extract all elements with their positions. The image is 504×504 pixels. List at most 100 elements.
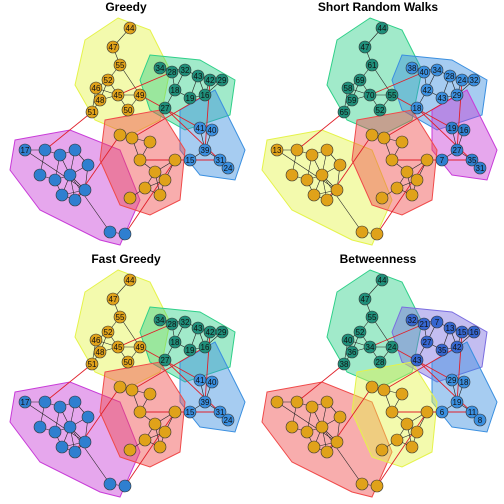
node-label: 48 <box>96 96 105 105</box>
node-label: 45 <box>114 343 123 352</box>
node-label: 55 <box>388 91 397 100</box>
node-label: 43 <box>194 324 203 333</box>
node <box>285 168 299 182</box>
node-label: 36 <box>348 348 357 357</box>
node <box>118 227 132 241</box>
node <box>270 395 284 409</box>
node <box>435 91 449 105</box>
edge <box>24 149 86 191</box>
node <box>420 405 434 419</box>
node <box>390 433 404 447</box>
node <box>377 131 391 145</box>
node-label: 34 <box>366 343 375 352</box>
node <box>148 165 162 179</box>
node <box>68 193 82 207</box>
node <box>106 292 120 306</box>
node <box>420 83 434 97</box>
node <box>365 380 379 394</box>
node <box>205 123 219 137</box>
node-label: 16 <box>460 126 469 135</box>
node <box>405 61 419 75</box>
edge <box>44 363 93 403</box>
node-label: 52 <box>376 106 385 115</box>
node <box>365 128 379 142</box>
node-label: 47 <box>361 295 370 304</box>
node <box>450 143 464 157</box>
node-label: 58 <box>344 84 353 93</box>
node <box>183 91 197 105</box>
node <box>38 395 52 409</box>
node <box>417 65 431 79</box>
node-label: 19 <box>186 346 195 355</box>
node-label: 43 <box>413 356 422 365</box>
node-label: 32 <box>470 76 479 85</box>
node-label: 70 <box>366 91 375 100</box>
node-label: 49 <box>136 343 145 352</box>
node-label: 38 <box>340 360 349 369</box>
node <box>375 21 389 35</box>
node-label: 40 <box>420 68 429 77</box>
node <box>443 69 457 83</box>
node <box>158 173 172 187</box>
node <box>93 93 107 107</box>
node <box>143 135 157 149</box>
node <box>445 121 459 135</box>
node <box>113 128 127 142</box>
node-label: 41 <box>196 376 205 385</box>
node-label: 27 <box>161 356 170 365</box>
edge <box>124 411 176 487</box>
node <box>385 340 399 354</box>
node-label: 35 <box>438 346 447 355</box>
node <box>18 395 32 409</box>
node <box>300 173 314 187</box>
node-label: 44 <box>378 24 387 33</box>
node-label: 31 <box>216 156 225 165</box>
node <box>113 380 127 394</box>
node <box>48 425 62 439</box>
node <box>465 153 479 167</box>
node <box>55 440 69 454</box>
node <box>138 181 152 195</box>
edge <box>117 323 173 348</box>
node <box>385 153 399 167</box>
node <box>89 333 103 347</box>
node <box>205 375 219 389</box>
node-label: 52 <box>104 76 113 85</box>
node-label: 7 <box>440 156 445 165</box>
node-label: 47 <box>109 295 118 304</box>
node <box>405 188 419 202</box>
node-label: 42 <box>206 328 215 337</box>
node <box>153 188 167 202</box>
node <box>191 321 205 335</box>
node <box>33 168 47 182</box>
node <box>81 410 95 424</box>
node-label: 24 <box>224 416 233 425</box>
edge <box>276 401 338 443</box>
node <box>198 395 212 409</box>
node-label: 39 <box>201 146 210 155</box>
node <box>315 420 329 434</box>
node <box>153 440 167 454</box>
node <box>358 292 372 306</box>
node <box>473 161 487 175</box>
panel-title: Greedy <box>105 0 147 14</box>
node-label: 18 <box>171 86 180 95</box>
node-label: 46 <box>92 84 101 93</box>
node <box>410 173 424 187</box>
node-label: 27 <box>161 104 170 113</box>
edge <box>44 111 93 151</box>
node <box>148 417 162 431</box>
node <box>307 440 321 454</box>
node-label: 29 <box>453 91 462 100</box>
node <box>178 315 192 329</box>
node <box>33 420 47 434</box>
edge <box>369 71 425 96</box>
node-label: 43 <box>194 72 203 81</box>
node-label: 15 <box>458 328 467 337</box>
node <box>390 181 404 195</box>
node <box>168 405 182 419</box>
node <box>300 425 314 439</box>
